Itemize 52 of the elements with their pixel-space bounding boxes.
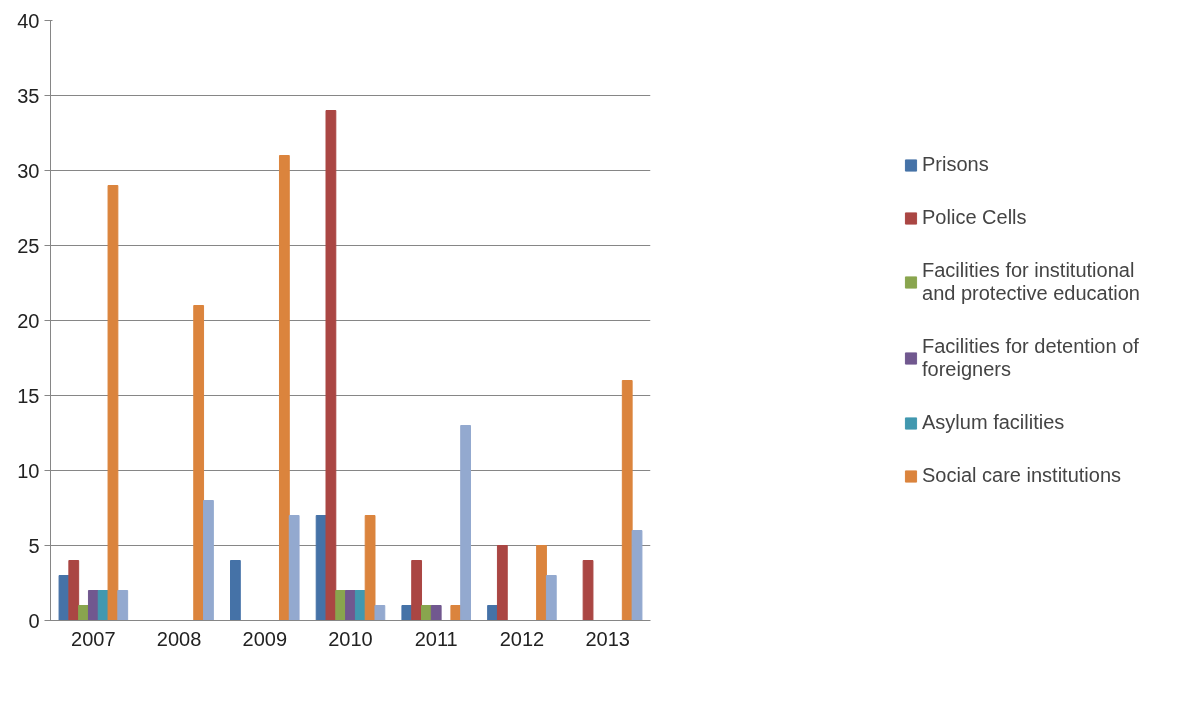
bar xyxy=(582,560,594,621)
bar xyxy=(278,155,290,621)
x-tick-label: 2011 xyxy=(414,627,458,650)
legend-label: Facilities for institutional and protective education xyxy=(922,259,1140,305)
x-tick-label: 2007 xyxy=(71,627,116,650)
bar xyxy=(450,605,462,621)
y-tick-label: 30 xyxy=(17,159,40,182)
bar xyxy=(621,380,633,621)
legend-label: Social care institutions xyxy=(922,464,1122,487)
bar xyxy=(460,425,471,621)
bar xyxy=(230,560,241,621)
y-tick-label: 40 xyxy=(17,9,40,32)
bar xyxy=(203,500,214,621)
bar xyxy=(68,560,80,621)
bar xyxy=(430,605,442,621)
bar xyxy=(58,575,70,621)
legend-label: Facilities for detention of foreigners xyxy=(922,335,1139,381)
bar xyxy=(545,575,557,621)
bar xyxy=(335,590,347,621)
y-tick-label: 25 xyxy=(17,234,40,257)
legend-label: Police Cells xyxy=(922,206,1027,229)
bar xyxy=(117,590,129,621)
bar xyxy=(411,560,423,621)
bar xyxy=(631,530,643,621)
y-tick-label: 15 xyxy=(17,384,40,407)
x-tick-label: 2010 xyxy=(328,627,373,650)
bar xyxy=(401,605,413,621)
bar xyxy=(421,605,432,621)
bar xyxy=(496,545,508,621)
bar xyxy=(193,305,205,621)
bar xyxy=(364,515,376,621)
y-tick-label: 20 xyxy=(17,309,40,332)
legend-label: Prisons xyxy=(922,153,990,176)
y-tick-label: 5 xyxy=(28,534,40,557)
bar xyxy=(325,110,337,621)
x-tick-label: 2008 xyxy=(156,627,202,650)
y-tick-label: 35 xyxy=(17,84,40,107)
bar xyxy=(374,605,386,621)
bar xyxy=(345,590,356,621)
x-tick-label: 2009 xyxy=(242,627,288,650)
legend-label: Asylum facilities xyxy=(922,411,1065,434)
bar xyxy=(354,590,366,621)
bar xyxy=(288,515,300,621)
bar xyxy=(487,605,498,621)
bar xyxy=(107,185,119,621)
x-tick-label: 2013 xyxy=(585,627,630,650)
y-tick-label: 0 xyxy=(28,609,40,632)
y-tick-label: 10 xyxy=(17,459,40,482)
bar xyxy=(78,605,89,621)
x-tick-label: 2012 xyxy=(499,627,545,650)
bar xyxy=(536,545,547,621)
bar xyxy=(87,590,99,621)
